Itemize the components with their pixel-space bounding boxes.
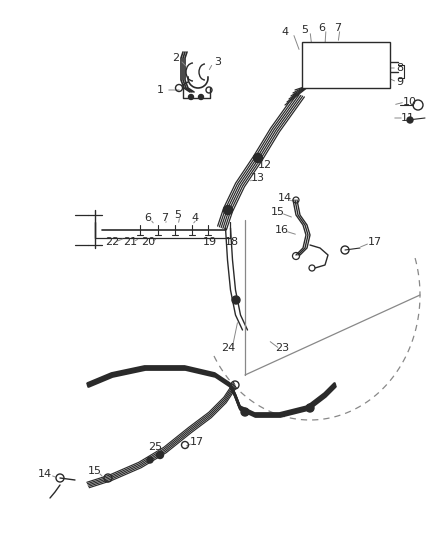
Circle shape xyxy=(254,154,262,163)
Circle shape xyxy=(147,457,153,463)
Text: 17: 17 xyxy=(368,237,382,247)
Circle shape xyxy=(407,117,413,123)
Circle shape xyxy=(306,404,314,412)
Text: 20: 20 xyxy=(141,237,155,247)
Text: 14: 14 xyxy=(38,469,52,479)
Text: 7: 7 xyxy=(162,213,169,223)
Circle shape xyxy=(198,94,204,100)
Text: 21: 21 xyxy=(123,237,137,247)
Text: 1: 1 xyxy=(156,85,163,95)
Text: 3: 3 xyxy=(215,57,222,67)
Circle shape xyxy=(241,408,249,416)
Text: 23: 23 xyxy=(275,343,289,353)
Text: 6: 6 xyxy=(318,23,325,33)
Circle shape xyxy=(223,206,233,214)
Text: 13: 13 xyxy=(251,173,265,183)
Text: 15: 15 xyxy=(271,207,285,217)
Text: 19: 19 xyxy=(203,237,217,247)
Circle shape xyxy=(156,451,163,458)
Text: 12: 12 xyxy=(258,160,272,170)
Text: 5: 5 xyxy=(174,210,181,220)
Text: 5: 5 xyxy=(301,25,308,35)
Text: 8: 8 xyxy=(396,63,403,73)
Text: 11: 11 xyxy=(401,113,415,123)
Text: 2: 2 xyxy=(173,53,180,63)
Text: 6: 6 xyxy=(145,213,152,223)
Text: 16: 16 xyxy=(275,225,289,235)
Text: 18: 18 xyxy=(225,237,239,247)
Text: 4: 4 xyxy=(191,213,198,223)
Circle shape xyxy=(188,94,194,100)
Text: 10: 10 xyxy=(403,97,417,107)
Text: 14: 14 xyxy=(278,193,292,203)
Text: 17: 17 xyxy=(190,437,204,447)
Text: 7: 7 xyxy=(335,23,342,33)
Text: 25: 25 xyxy=(148,442,162,452)
Text: 22: 22 xyxy=(105,237,119,247)
Text: 4: 4 xyxy=(282,27,289,37)
Circle shape xyxy=(232,296,240,304)
Bar xyxy=(302,42,390,88)
Text: 9: 9 xyxy=(396,77,403,87)
Text: 24: 24 xyxy=(221,343,235,353)
Text: 15: 15 xyxy=(88,466,102,476)
